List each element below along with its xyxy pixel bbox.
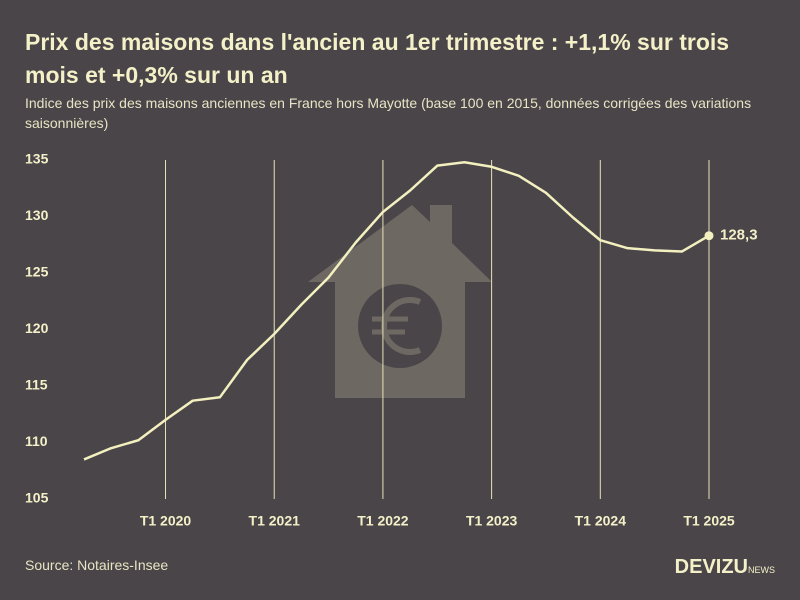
x-tick-label: T1 2025 <box>683 513 735 529</box>
y-tick-label: 110 <box>25 433 48 449</box>
x-tick-label: T1 2022 <box>357 513 409 529</box>
x-tick-label: T1 2020 <box>140 513 192 529</box>
x-tick-label: T1 2024 <box>575 513 627 529</box>
x-tick-label: T1 2021 <box>249 513 301 529</box>
y-tick-label: 130 <box>25 207 49 223</box>
brand-suffix: NEWS <box>748 565 775 575</box>
x-tick-label: T1 2023 <box>466 513 518 529</box>
y-tick-label: 120 <box>25 320 49 336</box>
y-tick-label: 105 <box>25 490 49 506</box>
brand: DEVIZU <box>674 556 748 578</box>
logo: DEVIZUNEWS <box>675 556 775 579</box>
chart-subtitle: Indice des prix des maisons anciennes en… <box>25 95 752 131</box>
point <box>704 231 714 241</box>
y-tick-label: 135 <box>25 151 49 167</box>
y-tick-label: 125 <box>25 264 49 280</box>
y-tick-label: 115 <box>25 377 48 393</box>
house-icon <box>308 205 492 398</box>
line <box>83 161 710 461</box>
chart-title: Prix des maisons dans l'ancien au 1er tr… <box>25 29 730 88</box>
source: Source: Notaires-Insee <box>25 557 169 573</box>
value-label: 128,3 <box>720 227 758 244</box>
